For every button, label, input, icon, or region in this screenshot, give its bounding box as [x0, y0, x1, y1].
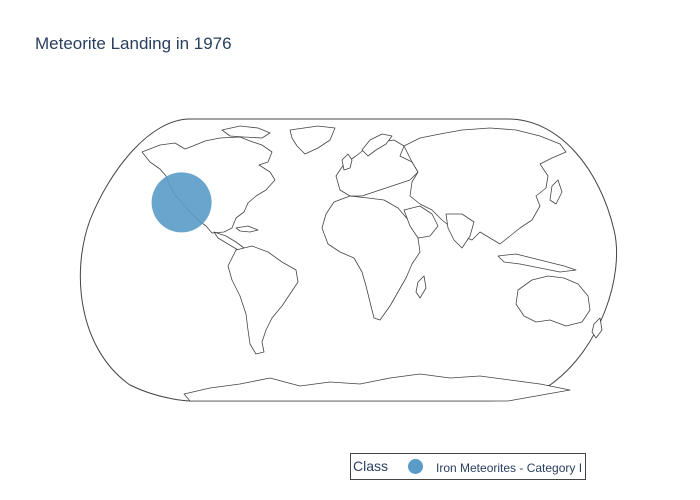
- map-title: Meteorite Landing in 1976: [35, 34, 232, 53]
- antarctica-outline: [183, 373, 571, 402]
- legend-marker-circle[interactable]: [408, 459, 423, 474]
- arabia-outline: [403, 205, 439, 239]
- great-britain-outline: [341, 153, 353, 171]
- australia-outline: [515, 275, 591, 327]
- land-outlines: [141, 125, 603, 402]
- caribbean-outline: [235, 225, 259, 233]
- meteorite-markers: [151, 172, 212, 233]
- legend-item-label[interactable]: Iron Meteorites - Category I: [436, 461, 583, 475]
- scandinavia-outline: [361, 133, 393, 157]
- meteorite-marker[interactable]: [151, 172, 212, 233]
- legend: Class Iron Meteorites - Category I: [350, 453, 586, 480]
- india-outline: [445, 213, 475, 249]
- africa-outline: [321, 195, 421, 321]
- legend-title: Class: [353, 458, 389, 474]
- asia-outline: [403, 127, 567, 245]
- madagascar-outline: [415, 275, 427, 299]
- new-zealand-outline: [591, 317, 603, 339]
- south-america-outline: [227, 245, 299, 355]
- arctic-islands-outline: [221, 125, 271, 139]
- greenland-outline: [289, 125, 336, 155]
- indonesia-outline: [497, 253, 577, 273]
- japan-outline: [549, 179, 563, 205]
